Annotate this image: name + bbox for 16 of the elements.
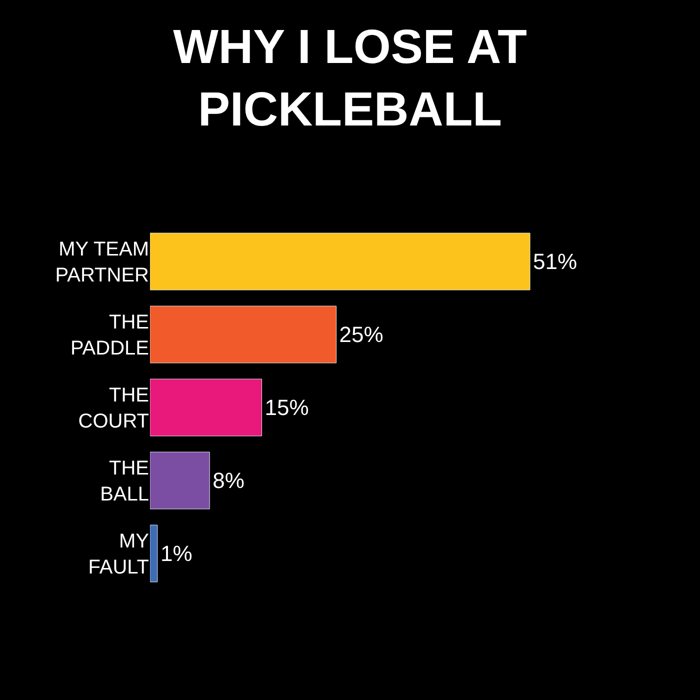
data-label: 51% <box>533 249 578 274</box>
data-label: 25% <box>339 322 384 347</box>
data-label: 8% <box>212 468 244 493</box>
bar <box>150 452 210 510</box>
y-tick-label: THE COURT <box>78 384 149 432</box>
bar <box>150 378 262 436</box>
y-tick-label: MY TEAM PARTNER <box>55 238 149 286</box>
data-label: 1% <box>160 541 192 566</box>
y-tick-label: THE BALL <box>100 458 149 506</box>
bar <box>150 306 337 364</box>
bar <box>150 524 158 582</box>
chart-title: WHY I LOSE AT PICKLEBALL <box>173 21 527 136</box>
data-label: 15% <box>264 395 309 420</box>
y-tick-label: THE PADDLE <box>70 312 149 360</box>
bar <box>150 232 530 290</box>
y-tick-label: MY FAULT <box>88 530 149 578</box>
